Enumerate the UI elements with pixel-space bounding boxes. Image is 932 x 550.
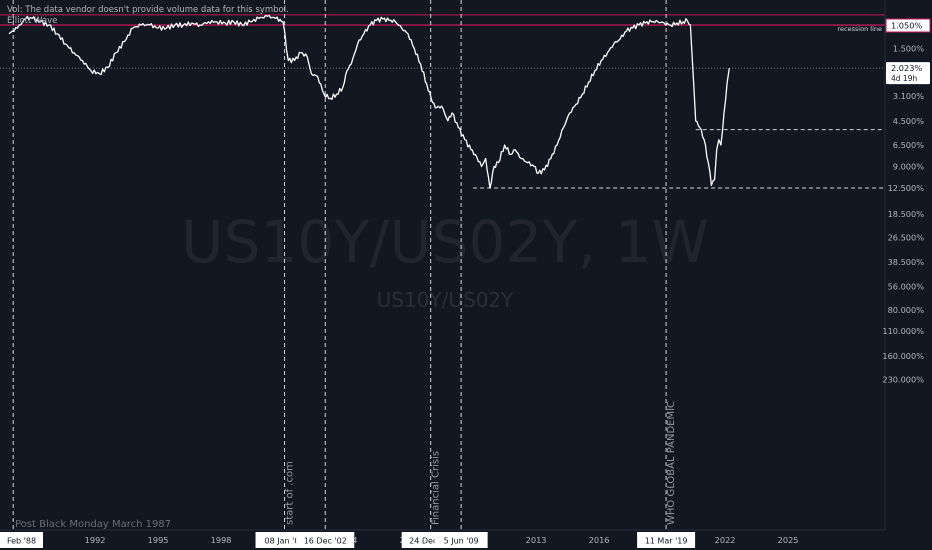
date-marker-label: 24 Dec '07 [409, 537, 452, 546]
y-tick-label: 80.000% [888, 305, 925, 315]
x-tick-label: 2016 [589, 535, 610, 545]
series-line [8, 14, 730, 189]
y-tick-label: 110.000% [882, 326, 924, 336]
y-tick-label: 1.500% [893, 43, 924, 53]
x-tick-label: 2013 [526, 535, 547, 545]
y-tick-label: 9.000% [893, 161, 924, 171]
x-tick-label: 2025 [778, 535, 799, 545]
top-right-tag [893, 0, 927, 12]
x-tick-label: 1998 [211, 535, 232, 545]
y-tick-label: 26.500% [888, 232, 925, 242]
y-tick-label: 230.000% [882, 375, 924, 385]
countdown-label: 4d 19h [891, 74, 917, 83]
date-marker-label: 5 Jun '09 [444, 537, 479, 546]
indicator-label[interactable]: Elliott Wave [7, 16, 58, 26]
date-marker-label: 11 Mar '19 [645, 537, 688, 546]
last-value-label: 2.023% [891, 63, 922, 73]
date-marker-label: 16 Dec '02 [304, 537, 347, 546]
date-marker-tag [296, 532, 355, 548]
y-tick-label: 18.500% [888, 209, 925, 219]
y-tick-label: 4.500% [893, 116, 924, 126]
y-tick-label: 6.500% [893, 140, 924, 150]
date-marker-label: 08 Jan '01 [265, 537, 305, 546]
date-marker-tag [637, 532, 696, 548]
y-tick-label: 3.100% [893, 91, 924, 101]
watermark-subtitle: US10Y/US02Y [377, 288, 515, 312]
date-marker-tag [434, 532, 488, 548]
x-tick-label: 1995 [148, 535, 169, 545]
date-marker-tag [0, 532, 43, 548]
x-tick-label: 1992 [85, 535, 106, 545]
event-annotation: start of .com [285, 461, 296, 525]
event-annotation: Financial Crisis [431, 451, 442, 525]
y-tick-label: 12.500% [888, 183, 925, 193]
x-tick-label: 2022 [715, 535, 736, 545]
volume-note: Vol: The data vendor doesn't provide vol… [7, 5, 289, 15]
last-value-tag [886, 62, 930, 85]
watermark-symbol: US10Y/US02Y, 1W [181, 208, 709, 276]
y-tick-label: 56.000% [888, 282, 925, 292]
y-tick-label: 38.500% [888, 257, 925, 267]
bottom-note: Post Black Monday March 1987 [15, 519, 171, 530]
recession-value-label: 1.050% [891, 21, 922, 31]
recession-line-label: recession line [837, 25, 882, 33]
date-marker-label: Feb '88 [7, 537, 36, 546]
recession-value-tag [885, 18, 931, 33]
y-tick-label: 160.000% [882, 351, 924, 361]
event-annotation: WHO GLOBAL PANDEMIC [666, 401, 677, 525]
